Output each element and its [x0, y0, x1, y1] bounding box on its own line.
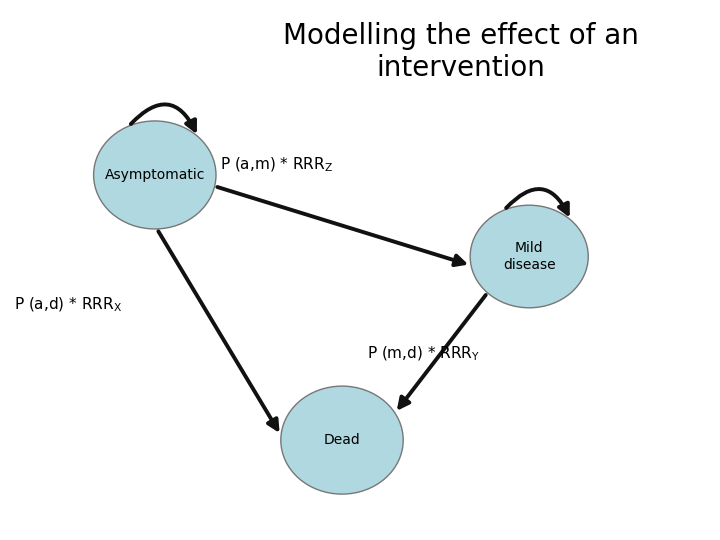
Ellipse shape — [94, 121, 216, 229]
Text: Modelling the effect of an
intervention: Modelling the effect of an intervention — [283, 22, 639, 82]
Ellipse shape — [470, 205, 588, 308]
Text: P (a,m) * RRR$_\mathregular{Z}$: P (a,m) * RRR$_\mathregular{Z}$ — [220, 156, 333, 174]
Text: P (a,d) * RRR$_\mathregular{X}$: P (a,d) * RRR$_\mathregular{X}$ — [14, 296, 122, 314]
Text: Dead: Dead — [323, 433, 361, 447]
Text: Mild
disease: Mild disease — [503, 241, 556, 272]
Text: P (m,d) * RRR$_\mathregular{Y}$: P (m,d) * RRR$_\mathregular{Y}$ — [367, 345, 480, 363]
Ellipse shape — [281, 386, 403, 494]
Text: Asymptomatic: Asymptomatic — [104, 168, 205, 182]
